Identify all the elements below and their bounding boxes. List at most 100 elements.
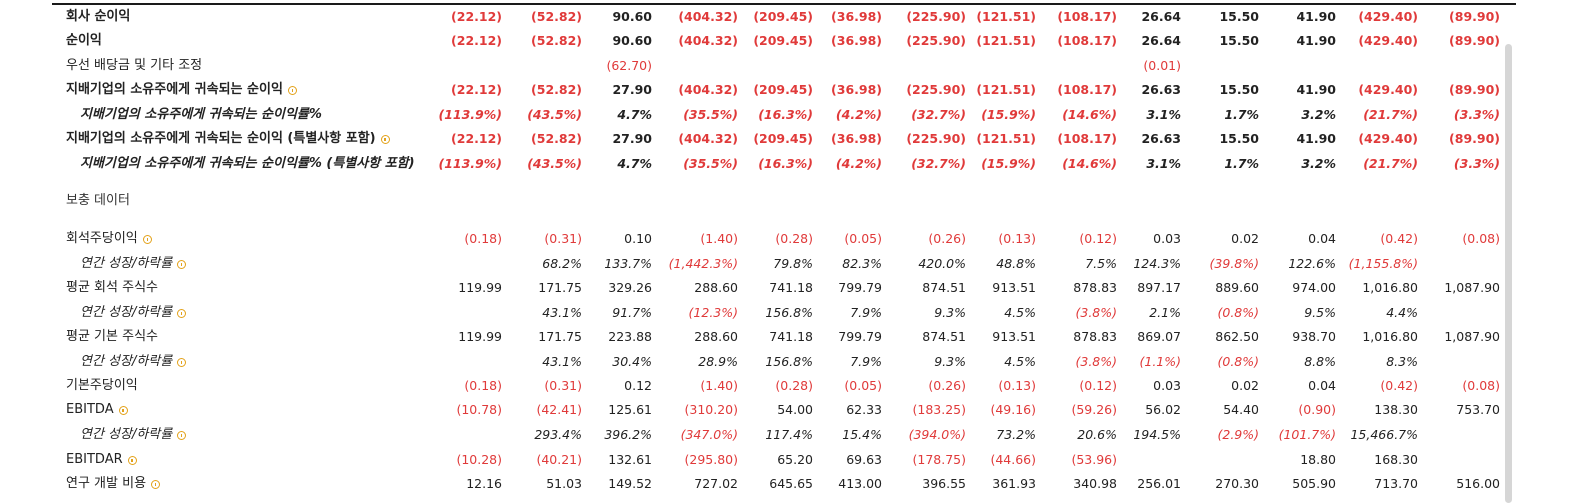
table-cell: 361.93 xyxy=(992,476,1036,491)
table-cell: 713.70 xyxy=(1374,476,1418,491)
table-cell: (15.9%) xyxy=(981,107,1036,122)
table-cell: (404.32) xyxy=(678,33,738,48)
table-cell: 9.5% xyxy=(1304,305,1336,320)
row-label: 연간 성장/하락률 xyxy=(80,350,187,374)
table-cell: 9.3% xyxy=(934,354,966,369)
table-row: 회사 순이익 (22.12) (52.82) 90.60 (404.32) (209.45… xyxy=(0,5,1510,29)
info-icon[interactable] xyxy=(142,234,152,244)
table-cell: (404.32) xyxy=(678,9,738,24)
table-cell: (52.82) xyxy=(531,131,582,146)
section-header: 보충 데이터 xyxy=(0,189,1510,213)
table-cell: (0.28) xyxy=(775,231,813,246)
table-cell: (0.42) xyxy=(1380,378,1418,393)
row-label-text: 평균 기본 주식수 xyxy=(66,329,158,344)
table-cell: (59.26) xyxy=(1071,402,1117,417)
row-label-text: EBITDA xyxy=(66,402,114,417)
table-cell: 28.9% xyxy=(698,354,738,369)
table-cell: 138.30 xyxy=(1374,402,1418,417)
table-cell: (3.8%) xyxy=(1075,305,1117,320)
table-row: 우선 배당금 및 기타 조정 (62.70) (0.01) xyxy=(0,54,1510,78)
row-label-text: 우선 배당금 및 기타 조정 xyxy=(66,58,203,73)
table-cell: 26.63 xyxy=(1141,82,1181,97)
row-label: 연구 개발 비용 xyxy=(66,472,161,496)
row-label: 기본주당이익 xyxy=(66,374,138,398)
table-cell: 0.02 xyxy=(1231,378,1259,393)
table-cell: 3.2% xyxy=(1301,156,1336,171)
row-label: 지배기업의 소유주에게 귀속되는 순이익률% xyxy=(80,103,322,127)
table-cell: (12.3%) xyxy=(688,305,738,320)
info-icon[interactable] xyxy=(177,308,187,318)
table-cell: 15.50 xyxy=(1219,131,1259,146)
table-cell: 18.80 xyxy=(1300,452,1336,467)
table-cell: 117.4% xyxy=(765,427,813,442)
row-label: 지배기업의 소유주에게 귀속되는 순이익 xyxy=(66,78,297,102)
table-cell: 12.16 xyxy=(466,476,502,491)
vertical-scrollbar[interactable] xyxy=(1505,44,1512,503)
info-icon[interactable] xyxy=(177,357,187,367)
table-cell: (0.08) xyxy=(1462,231,1500,246)
table-cell: (3.3%) xyxy=(1453,156,1500,171)
row-label: 순이익 xyxy=(66,29,102,53)
table-cell: 293.4% xyxy=(534,427,582,442)
table-cell: 15.50 xyxy=(1219,9,1259,24)
info-icon[interactable] xyxy=(118,405,128,415)
table-cell: (108.17) xyxy=(1057,131,1117,146)
row-label-text: 보충 데이터 xyxy=(66,193,130,208)
table-cell: 119.99 xyxy=(458,329,502,344)
table-cell: 3.1% xyxy=(1146,156,1181,171)
table-cell: (429.40) xyxy=(1358,82,1418,97)
table-cell: (113.9%) xyxy=(438,107,503,122)
table-cell: 727.02 xyxy=(694,476,738,491)
table-cell: 878.83 xyxy=(1073,329,1117,344)
table-cell: (4.2%) xyxy=(835,107,882,122)
row-label-text: 연간 성장/하락률 xyxy=(80,256,173,271)
info-icon[interactable] xyxy=(127,455,137,465)
table-cell: (121.51) xyxy=(976,131,1036,146)
table-cell: (16.3%) xyxy=(758,156,813,171)
table-cell: (44.66) xyxy=(990,452,1036,467)
row-label: 평균 회석 주식수 xyxy=(66,276,158,300)
table-cell: (0.01) xyxy=(1143,58,1181,73)
table-cell: (0.8%) xyxy=(1217,305,1259,320)
table-cell: (0.31) xyxy=(544,378,582,393)
info-icon[interactable] xyxy=(177,430,187,440)
table-cell: 4.7% xyxy=(617,107,652,122)
table-cell: (0.18) xyxy=(464,231,502,246)
table-cell: 41.90 xyxy=(1296,131,1336,146)
table-cell: 645.65 xyxy=(769,476,813,491)
info-icon[interactable] xyxy=(380,134,390,144)
table-cell: 2.1% xyxy=(1149,305,1181,320)
table-cell: (225.90) xyxy=(906,33,966,48)
table-cell: 15.50 xyxy=(1219,82,1259,97)
table-cell: 974.00 xyxy=(1292,280,1336,295)
table-cell: (42.41) xyxy=(536,402,582,417)
table-cell: (43.5%) xyxy=(527,107,582,122)
info-icon[interactable] xyxy=(151,479,161,489)
table-cell: 65.20 xyxy=(777,452,813,467)
table-row: 지배기업의 소유주에게 귀속되는 순이익 (22.12) (52.82) 27.90 (… xyxy=(0,78,1510,102)
table-row: 연구 개발 비용 12.16 51.03 149.52 727.02 645.65 413.… xyxy=(0,472,1510,496)
table-cell: 741.18 xyxy=(769,280,813,295)
info-icon[interactable] xyxy=(287,85,297,95)
table-cell: (36.98) xyxy=(831,82,882,97)
row-label-text: 지배기업의 소유주에게 귀속되는 순이익 (특별사항 포함) xyxy=(66,131,376,146)
table-cell: 9.3% xyxy=(934,305,966,320)
row-label: 보충 데이터 xyxy=(66,189,130,213)
table-cell: (89.90) xyxy=(1449,9,1500,24)
table-cell: 256.01 xyxy=(1137,476,1181,491)
row-label: 우선 배당금 및 기타 조정 xyxy=(66,54,202,78)
row-label-text: 회석주당이익 xyxy=(66,231,138,246)
table-cell: 340.98 xyxy=(1073,476,1117,491)
table-cell: (178.75) xyxy=(912,452,967,467)
table-cell: (295.80) xyxy=(684,452,739,467)
table-cell: (32.7%) xyxy=(911,156,966,171)
table-cell: 51.03 xyxy=(546,476,582,491)
table-cell: (404.32) xyxy=(678,82,738,97)
table-cell: (22.12) xyxy=(451,82,502,97)
table-row: 연간 성장/하락률 68.2% 133.7% (1,442.3%) 79.8% 82.3%… xyxy=(0,252,1510,276)
table-cell: (209.45) xyxy=(753,33,813,48)
table-cell: (183.25) xyxy=(912,402,967,417)
table-cell: 413.00 xyxy=(838,476,882,491)
info-icon[interactable] xyxy=(177,259,187,269)
row-label-text: 기본주당이익 xyxy=(66,378,138,393)
